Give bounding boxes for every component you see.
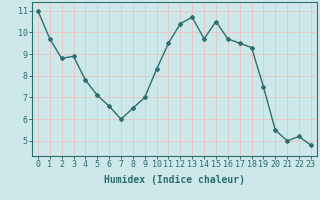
X-axis label: Humidex (Indice chaleur): Humidex (Indice chaleur) — [104, 175, 245, 185]
